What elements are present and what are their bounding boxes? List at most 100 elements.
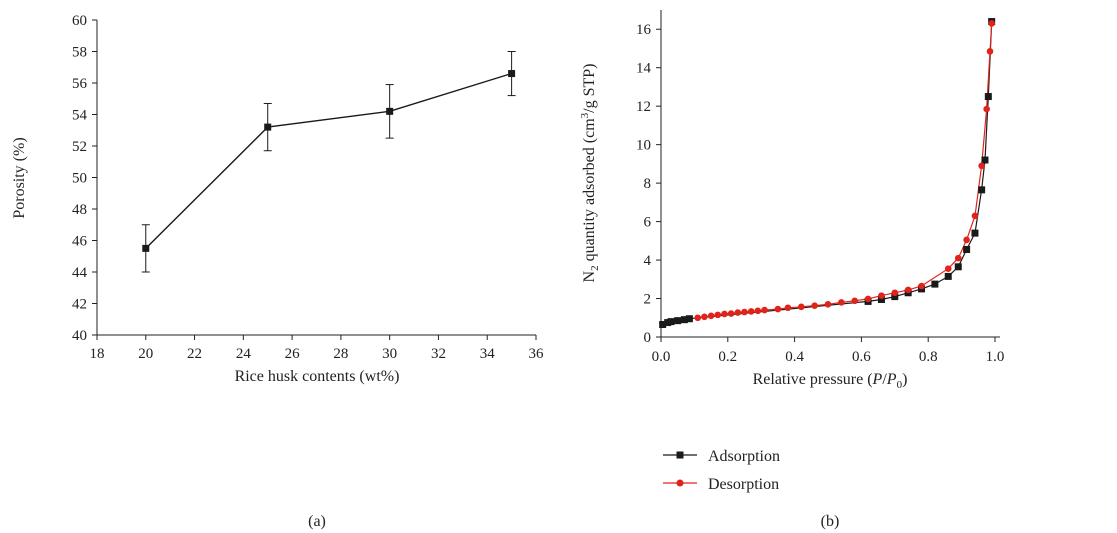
a-error-bars: [141, 51, 516, 273]
b-desorption-point: [954, 254, 962, 262]
b-desorption-point: [986, 48, 994, 55]
a-x-tick-label: 30: [382, 346, 397, 362]
a-y-tick-label: 48: [72, 202, 87, 218]
b-desorption-point: [701, 313, 708, 321]
a-x-tick-label: 32: [431, 346, 446, 362]
b-adsorption-line: [662, 21, 993, 326]
b-adsorption-point: [674, 317, 682, 325]
b-adsorption-point: [981, 156, 989, 164]
b-desorption-point: [824, 301, 832, 308]
a-x-tick-label: 36: [529, 346, 545, 362]
a-series-line: [145, 72, 512, 249]
a-y-tick-label: 52: [72, 139, 87, 155]
panel-label-b: (b): [821, 513, 840, 530]
legend-desorption-marker: [676, 479, 684, 487]
a-y-tick-label: 56: [72, 76, 88, 92]
b-desorption-point: [851, 297, 859, 305]
b-desorption-point: [864, 295, 872, 303]
b-desorption-point: [721, 310, 728, 318]
b-y-tick-label: 10: [636, 138, 651, 154]
b-desorption-point: [797, 303, 805, 311]
a-y-tick-label: 44: [72, 265, 88, 281]
a-y-axis-title: Porosity (%): [11, 137, 28, 218]
a-x-tick-label: 20: [138, 346, 153, 362]
b-y-tick-label: 16: [636, 22, 652, 38]
panel-a-porosity-chart: 18 20 22 24 26 28 30 32 34 36 40 42 44 46 48 50 52 54 56 5…: [11, 13, 544, 530]
b-y-axis-title: N2 quantity adsorbed (cm3/g STP): [579, 64, 601, 283]
b-legend: Adsorption Desorption: [663, 448, 780, 493]
a-x-tick-label: 28: [333, 346, 348, 362]
a-x-tick-label: 24: [236, 346, 252, 362]
a-x-ticks: 18 20 22 24 26 28 30 32 34 36: [90, 335, 545, 362]
b-desorption-point: [761, 306, 768, 314]
b-adsorption-point: [944, 272, 952, 280]
b-y-tick-label: 0: [644, 330, 652, 346]
b-y-tick-label: 4: [644, 253, 652, 269]
b-desorption-point: [891, 289, 899, 297]
b-adsorption-point: [954, 263, 962, 271]
b-desorption-point: [878, 292, 885, 299]
b-x-tick-label: 0.0: [652, 349, 671, 365]
b-adsorption-point: [680, 316, 688, 324]
b-desorption-point: [944, 265, 952, 273]
a-data-point: [264, 123, 272, 131]
a-y-tick-label: 40: [72, 328, 87, 344]
b-y-tick-label: 2: [644, 292, 652, 308]
b-desorption-point: [734, 309, 742, 316]
a-x-tick-label: 18: [90, 346, 105, 362]
b-desorption-point: [918, 282, 925, 290]
panel-b-isotherm-chart: 0.0 0.2 0.4 0.6 0.8 1.0 0 2 4 6 8 10 12 14 16 Relativ…: [579, 10, 1004, 530]
b-adsorption-point: [931, 280, 939, 288]
b-x-axis-title: Relative pressure (P/P0): [753, 371, 908, 391]
a-x-tick-label: 26: [285, 346, 301, 362]
b-desorption-point: [714, 311, 722, 319]
a-data-point: [386, 107, 394, 115]
b-desorption-point: [838, 299, 845, 306]
legend-adsorption-label: Adsorption: [708, 448, 780, 465]
b-adsorption-point: [978, 186, 986, 194]
b-desorption-point: [694, 314, 702, 322]
a-y-tick-label: 46: [72, 234, 88, 250]
b-desorption-point: [811, 302, 818, 309]
b-adsorption-point: [685, 315, 693, 323]
b-markers: [659, 18, 996, 328]
b-desorption-point: [727, 310, 735, 317]
b-desorption-point: [963, 236, 970, 244]
b-desorption-point: [747, 308, 755, 315]
b-desorption-point: [983, 105, 990, 113]
a-x-tick-label: 22: [187, 346, 202, 362]
a-y-tick-label: 42: [72, 297, 87, 313]
b-desorption-point: [904, 286, 912, 294]
b-adsorption-point: [963, 245, 971, 253]
a-y-ticks: 40 42 44 46 48 50 52 54 56 58 60: [72, 13, 97, 344]
b-y-tick-label: 6: [644, 215, 652, 231]
b-y-tick-label: 8: [644, 176, 652, 192]
b-x-tick-label: 0.6: [852, 349, 871, 365]
a-markers: [142, 70, 516, 252]
b-adsorption-point: [877, 295, 885, 303]
b-y-ticks: 0 2 4 6 8 10 12 14 16: [636, 22, 661, 346]
a-data-point: [508, 70, 516, 78]
b-adsorption-point: [667, 318, 675, 326]
a-y-tick-label: 60: [72, 13, 87, 29]
b-y-tick-label: 14: [636, 61, 652, 77]
b-adsorption-point: [659, 320, 667, 328]
b-x-ticks: 0.0 0.2 0.4 0.6 0.8 1.0: [652, 337, 1004, 365]
b-x-tick-label: 0.4: [785, 349, 804, 365]
b-desorption-point: [978, 162, 985, 170]
b-adsorption-point: [971, 229, 979, 237]
a-x-axis-title: Rice husk contents (wt%): [235, 368, 400, 385]
b-x-tick-label: 0.8: [919, 349, 938, 365]
a-y-tick-label: 54: [72, 108, 88, 124]
legend-desorption-label: Desorption: [708, 476, 779, 493]
b-desorption-point: [741, 308, 748, 316]
b-desorption-point: [707, 312, 715, 320]
b-adsorption-point: [891, 293, 899, 301]
b-desorption-point: [784, 304, 792, 312]
panel-label-a: (a): [308, 513, 326, 530]
a-data-point: [142, 244, 150, 252]
b-x-tick-label: 0.2: [718, 349, 737, 365]
legend-adsorption-marker: [676, 451, 684, 459]
b-y-tick-label: 12: [636, 99, 651, 115]
